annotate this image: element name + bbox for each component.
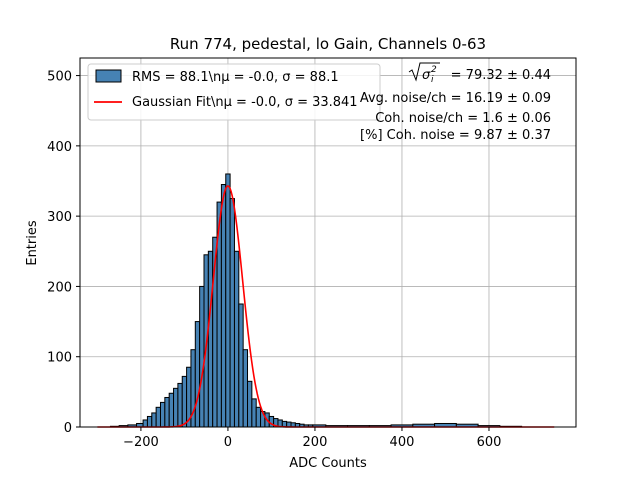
histogram-bar <box>155 406 161 428</box>
y-tick-label: 400 <box>47 140 72 155</box>
annotation-sqrt-sigma-value: = 79.32 ± 0.44 <box>451 68 551 83</box>
histogram-bar <box>164 396 170 428</box>
histogram-bar <box>194 321 201 428</box>
svg-text:2: 2 <box>431 65 437 75</box>
histogram-bar <box>242 349 249 428</box>
legend-fit-label: Gaussian Fit\nμ = -0.0, σ = 33.841 <box>132 95 358 110</box>
histogram-bar <box>251 398 257 428</box>
histogram-bar <box>146 415 153 428</box>
x-tick-label: −200 <box>123 435 159 450</box>
histogram-bar <box>233 250 240 428</box>
histogram-bar <box>168 392 175 428</box>
sqrt-sigma-symbol: σ 2 i <box>408 62 440 85</box>
y-tick-label: 300 <box>47 210 72 225</box>
histogram-bar <box>225 173 231 428</box>
histogram-bar <box>255 406 262 428</box>
histogram-bar <box>181 375 188 428</box>
histogram-bar <box>159 401 166 428</box>
histogram-bar <box>177 382 183 428</box>
svg-text:i: i <box>431 75 434 85</box>
y-tick-label: 200 <box>47 280 72 295</box>
noise-annotations: σ 2 i = 79.32 ± 0.44 Avg. noise/ch = 16.… <box>360 62 551 143</box>
x-tick-label: 400 <box>390 435 415 450</box>
histogram-bar <box>220 184 227 428</box>
x-axis-label: ADC Counts <box>289 456 367 471</box>
svg-text:σ: σ <box>422 68 431 83</box>
legend-histogram-swatch <box>95 69 122 83</box>
x-tick-label: 600 <box>477 435 502 450</box>
legend-box <box>87 63 381 121</box>
y-tick-label: 500 <box>47 70 72 85</box>
histogram-bar <box>229 198 235 428</box>
axes-frame <box>79 57 577 428</box>
histogram-bar <box>173 387 179 428</box>
histogram-bar <box>247 380 253 428</box>
histogram-bar <box>151 412 157 428</box>
annotation-coh-noise-percent: [%] Coh. noise = 9.87 ± 0.37 <box>360 128 551 143</box>
histogram-bar <box>238 303 244 428</box>
tick-labels: −200 0 200 400 600 0 100 200 300 400 500 <box>47 70 501 450</box>
y-tick-label: 100 <box>47 351 72 366</box>
chart-title: Run 774, pedestal, lo Gain, Channels 0-6… <box>170 35 486 53</box>
legend-histogram-label: RMS = 88.1\nμ = -0.0, σ = 88.1 <box>132 70 339 85</box>
y-axis-label: Entries <box>25 220 40 266</box>
annotation-coh-noise: Coh. noise/ch = 1.6 ± 0.06 <box>375 111 551 126</box>
x-tick-label: 0 <box>224 435 232 450</box>
histogram-bar <box>142 419 148 428</box>
legend: RMS = 88.1\nμ = -0.0, σ = 88.1 Gaussian … <box>87 63 381 121</box>
histogram-bar <box>199 285 205 428</box>
y-tick-label: 0 <box>64 421 72 436</box>
histogram-bar <box>207 250 214 428</box>
annotation-avg-noise: Avg. noise/ch = 16.19 ± 0.09 <box>360 91 551 106</box>
x-tick-label: 200 <box>303 435 328 450</box>
